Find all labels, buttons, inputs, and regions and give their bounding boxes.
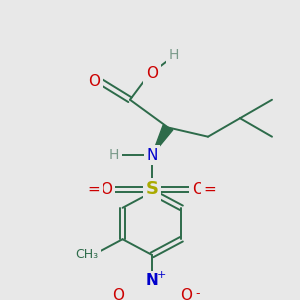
Text: =: = xyxy=(88,182,100,197)
Text: N: N xyxy=(146,273,158,288)
Text: =: = xyxy=(204,182,216,197)
Text: O: O xyxy=(146,66,158,81)
Text: O: O xyxy=(100,182,112,197)
Text: O: O xyxy=(112,288,124,300)
Text: H: H xyxy=(109,148,119,162)
Text: O: O xyxy=(88,74,100,89)
Text: -: - xyxy=(196,287,200,300)
Text: O: O xyxy=(180,288,192,300)
Polygon shape xyxy=(152,125,173,155)
Text: +: + xyxy=(156,270,166,280)
Text: O: O xyxy=(192,182,204,197)
Text: H: H xyxy=(169,48,179,62)
Text: S: S xyxy=(146,180,158,198)
Text: N: N xyxy=(146,148,158,163)
Text: CH₃: CH₃ xyxy=(75,248,98,260)
